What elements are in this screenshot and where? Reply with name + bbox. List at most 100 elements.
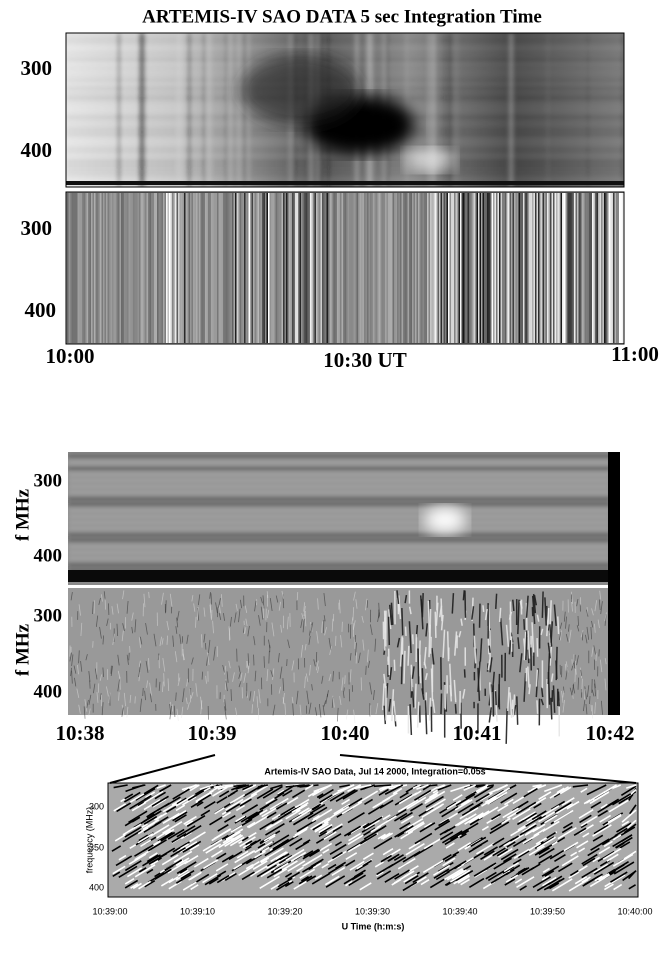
panel-frame <box>107 782 639 898</box>
stroke <box>218 612 222 620</box>
stripe <box>518 193 520 343</box>
stroke <box>602 847 622 861</box>
stroke <box>491 787 511 800</box>
stroke <box>138 834 149 842</box>
stroke <box>604 612 607 622</box>
stroke <box>134 864 156 878</box>
stroke <box>576 655 579 666</box>
stroke <box>362 639 365 651</box>
stripe <box>602 193 604 343</box>
stroke <box>154 812 168 821</box>
stroke <box>562 690 565 698</box>
stroke <box>343 875 357 885</box>
stroke <box>112 865 126 875</box>
stripe <box>456 33 458 187</box>
stripe <box>68 521 610 524</box>
x-ticks: 10:39:00 10:39:10 10:39:20 10:39:30 10:39:40… <box>92 906 652 916</box>
stripe <box>125 193 127 343</box>
stripe <box>68 467 610 470</box>
stroke <box>486 784 495 788</box>
stroke <box>598 599 601 611</box>
stripe <box>428 193 430 343</box>
stripe <box>68 533 610 536</box>
stroke <box>407 817 424 829</box>
stroke <box>300 875 309 882</box>
stroke <box>451 593 455 614</box>
stroke <box>394 825 414 838</box>
stroke <box>204 874 222 886</box>
stroke <box>101 702 104 716</box>
stroke <box>263 833 276 842</box>
stroke <box>217 823 229 832</box>
stripe <box>271 193 273 343</box>
stroke <box>172 810 187 820</box>
stroke <box>550 697 553 720</box>
stroke <box>249 865 268 877</box>
stripe <box>424 193 426 343</box>
stroke <box>531 622 535 656</box>
stroke <box>122 623 125 632</box>
stroke <box>266 811 277 819</box>
stroke <box>159 784 172 793</box>
stroke <box>361 827 376 837</box>
stripe <box>274 193 276 343</box>
stripe <box>410 193 412 343</box>
stripe <box>595 193 597 343</box>
stripe <box>130 193 132 343</box>
stripe <box>308 193 310 343</box>
stroke <box>142 854 161 867</box>
stroke <box>167 860 189 874</box>
stroke <box>282 789 293 797</box>
stroke <box>172 841 191 853</box>
stroke <box>625 784 637 789</box>
stripe <box>347 193 349 343</box>
stroke <box>464 590 467 618</box>
stripe <box>241 193 243 343</box>
stroke <box>280 624 283 633</box>
stripe <box>80 193 82 343</box>
stroke <box>266 669 269 682</box>
stroke <box>620 785 637 796</box>
stroke <box>574 876 588 885</box>
stroke <box>215 863 229 872</box>
stroke <box>522 833 540 845</box>
stroke <box>209 591 211 599</box>
stroke <box>400 830 414 840</box>
stroke <box>100 693 102 700</box>
stripe <box>422 193 424 343</box>
y-tick-label: 300 <box>34 470 63 491</box>
stroke <box>553 809 574 823</box>
stroke <box>187 702 190 710</box>
stroke <box>347 843 361 853</box>
stroke <box>549 882 560 890</box>
stroke <box>381 683 385 711</box>
stroke <box>296 690 299 705</box>
stroke <box>516 696 519 725</box>
stroke <box>258 615 261 626</box>
stroke <box>162 820 183 834</box>
stroke <box>272 668 275 680</box>
stroke <box>306 875 317 883</box>
stroke <box>573 654 576 669</box>
stripe <box>539 193 541 343</box>
stroke <box>279 666 283 679</box>
stroke <box>94 668 98 680</box>
stroke <box>88 694 92 705</box>
stroke <box>161 832 175 841</box>
stripe <box>371 193 373 343</box>
stroke <box>118 854 127 861</box>
stroke <box>318 703 322 718</box>
stroke <box>461 829 470 836</box>
stroke <box>290 851 307 863</box>
stroke <box>621 834 632 842</box>
stroke <box>102 635 104 645</box>
stroke <box>398 595 402 620</box>
stripe <box>610 193 612 343</box>
stroke <box>455 793 476 807</box>
stroke <box>126 654 129 665</box>
stroke <box>530 863 541 871</box>
stripe <box>580 193 582 343</box>
stroke <box>456 813 477 827</box>
stroke <box>173 705 176 717</box>
stroke <box>421 804 443 818</box>
